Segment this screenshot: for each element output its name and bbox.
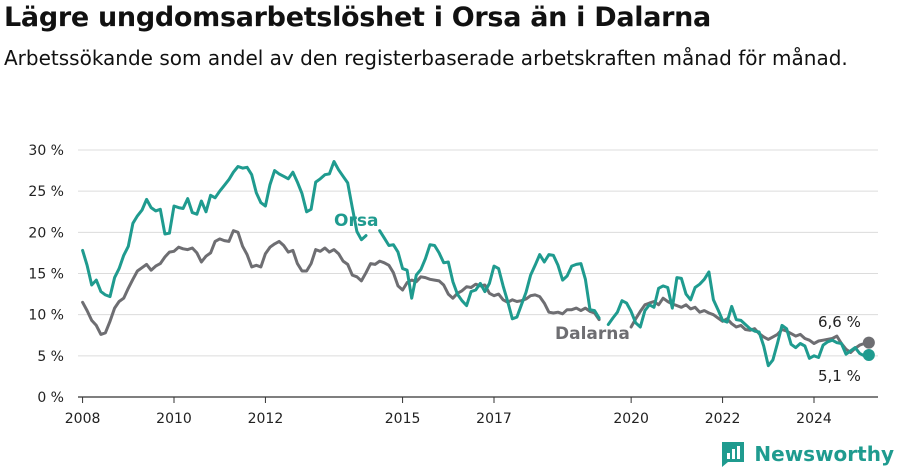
brand-name: Newsworthy — [754, 442, 894, 466]
y-tick-label: 30 % — [28, 143, 64, 159]
x-tick-label: 2022 — [705, 411, 741, 427]
end-point-dalarna — [862, 336, 875, 349]
y-tick-label: 5 % — [37, 349, 64, 365]
x-tick-label: 2010 — [156, 411, 192, 427]
x-tick-label: 2020 — [613, 411, 649, 427]
y-tick-label: 10 % — [28, 308, 64, 324]
grid-lines — [78, 149, 878, 357]
x-axis: 2008 2010 2012 2015 2017 2020 2022 2024 — [65, 396, 878, 427]
brand-logo: Newsworthy — [720, 440, 894, 468]
y-tick-label: 25 % — [28, 184, 64, 200]
y-tick-label: 15 % — [28, 267, 64, 283]
series-label-dalarna: Dalarna — [555, 324, 630, 344]
x-tick-label: 2012 — [248, 411, 284, 427]
end-label-dalarna: 6,6 % — [818, 313, 861, 331]
end-point-orsa — [862, 349, 875, 362]
series-line-orsa — [378, 229, 601, 321]
x-tick-label: 2015 — [385, 411, 421, 427]
y-axis-ticks: 0 % 5 % 10 % 15 % 20 % 25 % 30 % — [28, 143, 64, 406]
y-tick-label: 0 % — [37, 390, 64, 406]
x-tick-label: 2008 — [65, 411, 101, 427]
chart-subtitle: Arbetssökande som andel av den registerb… — [4, 46, 848, 70]
series-line-dalarna — [81, 229, 601, 336]
y-tick-label: 20 % — [28, 225, 64, 241]
series-lines — [81, 160, 871, 368]
series-label-orsa: Orsa — [334, 211, 378, 231]
x-tick-label: 2017 — [476, 411, 512, 427]
series-line-orsa — [606, 270, 871, 368]
x-tick-label: 2024 — [796, 411, 832, 427]
series-line-orsa — [81, 160, 368, 299]
chart-title: Lägre ungdomsarbetslöshet i Orsa än i Da… — [4, 2, 711, 33]
end-label-orsa: 5,1 % — [818, 367, 861, 385]
newsworthy-logo-icon — [722, 442, 745, 467]
